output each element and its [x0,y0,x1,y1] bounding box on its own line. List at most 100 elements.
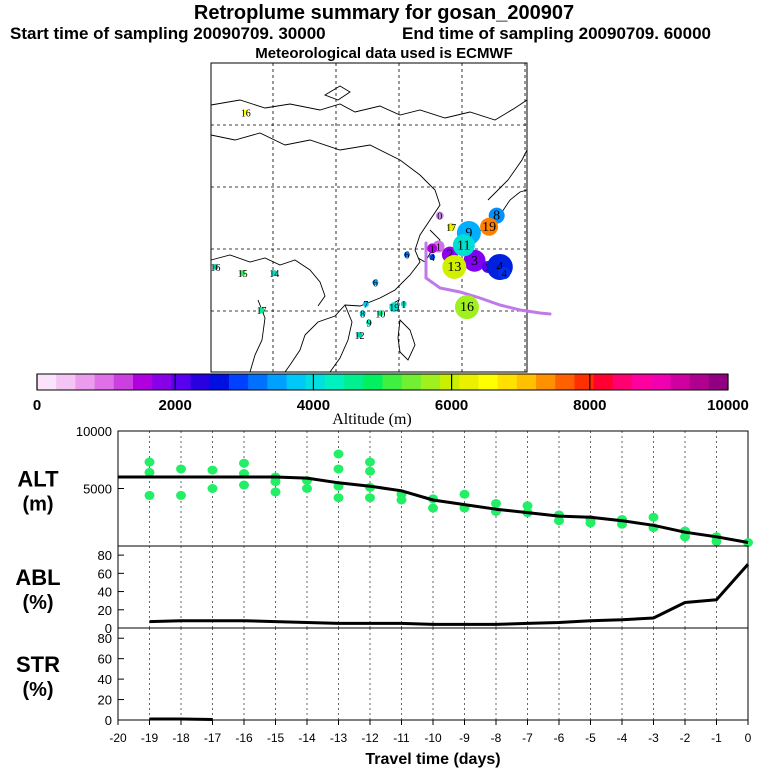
colorbar-cell [555,374,575,390]
x-tick-label: -5 [585,731,596,745]
colorbar-cell [382,374,403,390]
trajectory-marker [463,249,486,272]
x-axis: -20 -19 -18 -17 -16 -15 -14 -13 -12 -11 -10 -9 -8 -7-… [109,720,752,768]
altitude-point [333,449,344,459]
y-axis-unit: (m) [22,494,53,516]
sampling-times: Start time of sampling 20090709. 30000 E… [0,24,768,44]
colorbar-label: Altitude (m) [332,411,412,428]
y-axis-label: ABL [15,565,60,590]
trajectory-marker [258,307,265,314]
altitude-point [522,501,533,511]
trajectory-label: 16 [460,300,474,315]
trajectory-marker [403,251,410,258]
page-title: Retroplume summary for gosan_200907 [193,2,575,24]
trajectory-marker [356,331,363,338]
x-tick-label: -20 [109,731,127,745]
altitude-point [239,458,249,468]
x-tick-label: -13 [330,731,348,745]
colorbar-cell [305,374,326,390]
trajectory-label: 17 [446,223,456,234]
altitude-point [648,512,659,522]
x-tick-label: -6 [554,731,565,745]
trajectory-label: 9 [465,226,472,241]
trajectory-label: 6 [404,251,409,262]
x-tick-label: -19 [141,731,159,745]
trajectory-label: 0 [437,212,442,223]
altitude-point [207,484,218,493]
y-axis-label: STR [16,652,60,677]
y-tick-label: 20 [98,603,112,618]
str-panel: 0 20 40 60 80 STR(%) [16,627,749,728]
trajectory-label: 14 [269,269,279,280]
altitude-point [491,498,501,508]
x-tick-label: -14 [298,731,316,745]
altitude-colorbar: 0 2000 4000 6000 8000 10000 Altitude (m) [33,373,749,428]
altitude-point [365,466,375,476]
y-tick-label: 60 [98,566,112,581]
x-tick-label: -4 [617,731,628,745]
altitude-point [144,457,155,467]
altitude-point [333,464,344,474]
met-data-note: Meteorological data used is ECMWF [255,45,513,62]
colorbar-cell [651,374,671,390]
y-tick-label: 5000 [83,482,112,497]
x-tick-label: -15 [267,731,285,745]
colorbar-cell [612,374,633,390]
trajectory-label: 10 [375,309,385,320]
trajectory-label: 4 [430,253,435,264]
trajectory-label: 4 [496,260,503,275]
colorbar-cell [75,374,96,390]
sampling-start-time: Start time of sampling 20090709. 30000 [10,24,326,43]
colorbar-cell [286,374,307,390]
colorbar-cell [497,374,518,390]
colorbar-cell [37,374,57,390]
x-tick-label: -1 [711,731,722,745]
alt-panel: 5000 10000 ALT(m) [17,424,753,548]
colorbar-cell [516,374,537,390]
colorbar-cell [478,374,499,390]
trajectory-label: 4 [502,269,507,280]
altitude-point [176,464,186,474]
altitude-point [743,538,753,548]
colorbar-cell [324,374,345,390]
trajectory-label: 8 [493,209,500,224]
y-tick-label: 10000 [76,424,112,439]
trajectory-label: 16 [210,263,220,274]
colorbar-cell [670,374,691,390]
x-axis-label: Travel time (days) [365,751,500,768]
trajectory-marker [242,109,249,116]
x-tick-label: -12 [361,731,379,745]
trajectory-marker [454,295,479,320]
trajectory-marker [362,301,369,308]
trajectory-marker [452,234,475,257]
trajectory-labels: 0112334448911131617191616151417678910191… [210,108,513,342]
x-tick-label: -11 [393,731,410,745]
trajectory-marker [400,301,407,308]
altitude-point [144,490,155,500]
trajectory-label: 19 [389,303,399,314]
str-series-line [149,717,213,721]
abl-panel: 0 20 40 60 80 ABL(%) [15,545,750,636]
timeseries-panels: 500010000ALT(m)020406080ABL(%)020406080S… [15,424,753,768]
altitude-point [207,465,218,475]
colorbar-tick-label: 10000 [707,397,749,414]
colorbar-tick-label: 2000 [159,397,192,414]
trajectory-label: 12 [355,331,365,342]
colorbar-cell [94,374,115,390]
trajectory-marker [447,222,456,231]
colorbar-tick-label: 6000 [435,397,468,414]
trajectory-marker [442,254,467,279]
colorbar-cell [363,374,383,390]
trajectory-label: 16 [241,108,251,119]
colorbar-tick-label: 8000 [573,397,606,414]
x-tick-label: -2 [680,731,691,745]
abl-series-line [149,563,750,626]
y-tick-label: 60 [98,652,112,667]
x-tick-label: -3 [648,731,659,745]
altitude-point [270,477,281,487]
altitude-point [585,518,596,528]
colorbar-cell [248,374,268,390]
trajectory-marker [377,310,384,317]
trajectory-marker [271,270,278,277]
trajectory-label: 1 [436,243,441,254]
